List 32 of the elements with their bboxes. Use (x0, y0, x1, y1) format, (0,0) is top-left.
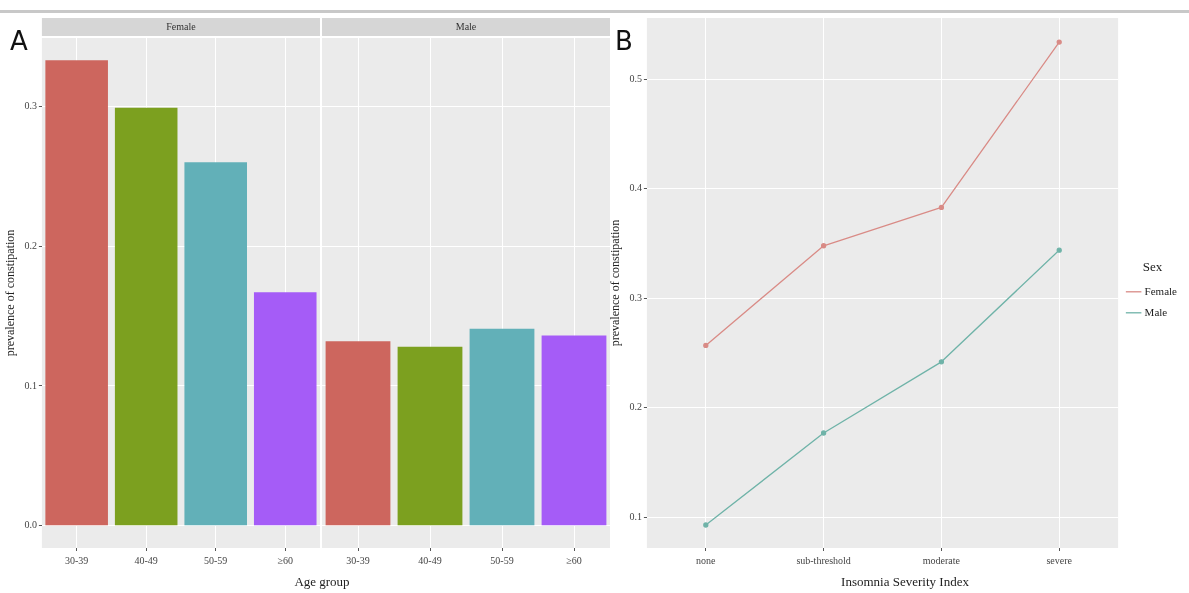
y-tick-label: 0.2 (24, 239, 37, 251)
x-tick-label: 40-49 (134, 554, 158, 566)
y-tick-label: 0.4 (629, 182, 642, 194)
chart-title: Male (455, 20, 477, 32)
x-tick-label: 40-49 (418, 554, 442, 566)
y-axis-title: prevalence of constipation (608, 219, 623, 347)
x-tick-label: moderate (922, 554, 961, 566)
x-tick-label: 30-39 (64, 554, 89, 566)
y-tick-label: 0.1 (629, 510, 642, 522)
y-tick-label: 0.3 (629, 291, 642, 303)
y-tick-label: 0.0 (24, 519, 37, 531)
x-tick-label: sub-threshold (796, 554, 851, 566)
text: A (10, 26, 28, 56)
x-tick-label: 30-39 (346, 554, 370, 566)
legend-label: Female (1144, 284, 1178, 297)
text: B (615, 26, 633, 56)
x-tick-label: 50-59 (204, 554, 228, 566)
x-tick-label: 50-59 (490, 554, 514, 566)
y-tick-label: 0.5 (629, 72, 642, 84)
x-axis-title: Age group (294, 574, 350, 590)
x-tick-label: severe (1046, 554, 1073, 566)
x-tick-label: ≥60 (566, 554, 582, 566)
x-axis-title: Insomnia Severity Index (841, 574, 969, 590)
x-tick-label: none (696, 554, 717, 566)
y-tick-label: 0.2 (629, 401, 642, 413)
chart-title: Female (166, 20, 197, 32)
legend-label: Male (1144, 305, 1168, 318)
y-tick-label: 0.1 (24, 379, 37, 391)
y-tick-label: 0.3 (24, 100, 37, 112)
legend-title: Sex (1142, 258, 1163, 274)
y-axis-title: prevalence of constipation (3, 229, 18, 357)
x-tick-label: ≥60 (277, 554, 293, 566)
